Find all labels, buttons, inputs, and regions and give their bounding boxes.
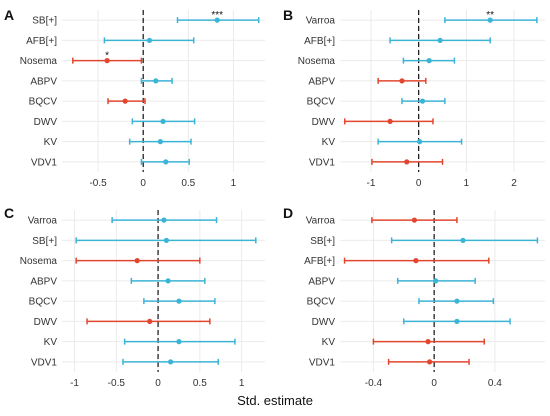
- panel-a: A SB[+] *** AFB[+] Nosema * ABPV BQCV DWV KV VDV1 -…: [4, 7, 265, 189]
- estimate-point: [147, 318, 153, 324]
- estimate-point: [399, 78, 405, 84]
- category-label: SB[+]: [32, 16, 57, 27]
- estimate-point: [437, 37, 443, 43]
- x-tick-label: 0.5: [193, 378, 207, 389]
- estimate-point: [163, 237, 170, 243]
- category-label: VDV1: [309, 157, 336, 168]
- estimate-point: [426, 359, 433, 365]
- x-tick-label: -1: [70, 378, 79, 389]
- estimate-point: [433, 278, 439, 284]
- panel-letter: B: [283, 7, 293, 23]
- x-axis-title: Std. estimate: [237, 393, 313, 408]
- estimate-point: [460, 237, 466, 243]
- estimate-point: [387, 118, 393, 124]
- category-label: DWV: [312, 317, 336, 328]
- x-tick-label: 1: [464, 178, 470, 189]
- significance-label: **: [486, 10, 494, 21]
- category-label: DWV: [34, 317, 58, 328]
- estimate-point: [160, 118, 166, 124]
- category-label: VDV1: [31, 357, 58, 368]
- category-label: SB[+]: [310, 236, 335, 247]
- panel-c: C Varroa SB[+] Nosema ABPV BQCV DWV KV VDV1 -1 -0.…: [4, 205, 265, 389]
- category-label: VDV1: [309, 357, 336, 368]
- panel-letter: A: [4, 7, 14, 23]
- estimate-point: [413, 258, 419, 264]
- category-label: Nosema: [20, 256, 58, 267]
- category-label: BQCV: [307, 297, 336, 308]
- significance-label: ***: [211, 10, 223, 21]
- estimate-point: [426, 58, 432, 64]
- estimate-point: [176, 298, 182, 304]
- category-label: Varroa: [28, 216, 58, 227]
- significance-label: *: [105, 51, 109, 62]
- category-label: DWV: [312, 117, 336, 128]
- category-label: DWV: [34, 117, 58, 128]
- category-label: ABPV: [30, 276, 57, 287]
- x-tick-label: -0.5: [108, 378, 126, 389]
- category-label: KV: [44, 337, 58, 348]
- category-label: KV: [322, 337, 336, 348]
- x-tick-label: 0: [431, 378, 437, 389]
- category-label: SB[+]: [32, 236, 57, 247]
- x-tick-label: 1: [231, 178, 237, 189]
- category-label: AFB[+]: [26, 36, 57, 47]
- estimate-point: [176, 339, 182, 345]
- category-label: KV: [322, 137, 336, 148]
- x-tick-label: -1: [367, 178, 376, 189]
- category-label: BQCV: [29, 97, 58, 108]
- panel-b: B Varroa ** AFB[+] Nosema ABPV BQCV DWV KV VDV1 -1…: [283, 7, 545, 189]
- estimate-point: [165, 278, 171, 284]
- x-tick-label: 2: [511, 178, 517, 189]
- estimate-point: [163, 159, 169, 165]
- panel-letter: C: [4, 205, 14, 221]
- x-tick-label: 0: [155, 378, 161, 389]
- category-label: Varroa: [306, 16, 336, 27]
- x-tick-label: 1: [239, 378, 245, 389]
- category-label: KV: [44, 137, 58, 148]
- category-label: ABPV: [308, 276, 335, 287]
- category-label: AFB[+]: [304, 36, 335, 47]
- x-tick-label: -0.4: [365, 378, 383, 389]
- x-tick-label: 0.5: [181, 178, 195, 189]
- estimate-point: [104, 58, 110, 64]
- estimate-point: [146, 37, 153, 43]
- estimate-point: [214, 17, 220, 23]
- x-tick-label: 0.4: [488, 378, 502, 389]
- category-label: BQCV: [307, 97, 336, 108]
- estimate-point: [168, 359, 174, 365]
- estimate-point: [487, 17, 493, 23]
- estimate-point: [157, 139, 163, 145]
- estimate-point: [404, 159, 410, 165]
- category-label: VDV1: [31, 157, 58, 168]
- category-label: Nosema: [298, 56, 336, 67]
- estimate-point: [411, 217, 418, 223]
- category-label: ABPV: [308, 76, 335, 87]
- x-tick-label: 0: [416, 178, 422, 189]
- category-label: BQCV: [29, 297, 58, 308]
- panel-d: D Varroa SB[+] AFB[+] ABPV BQCV DWV KV VDV1 -0.4 0…: [283, 205, 545, 389]
- category-label: ABPV: [30, 76, 57, 87]
- estimate-point: [454, 318, 460, 324]
- estimate-point: [417, 139, 423, 145]
- category-label: AFB[+]: [304, 256, 335, 267]
- category-label: Nosema: [20, 56, 58, 67]
- estimate-point: [153, 78, 159, 84]
- x-tick-label: -0.5: [89, 178, 107, 189]
- estimate-point: [134, 258, 140, 264]
- panel-letter: D: [283, 205, 293, 221]
- estimate-point: [161, 217, 167, 223]
- estimate-point: [454, 298, 460, 304]
- x-tick-label: 0: [140, 178, 146, 189]
- estimate-point: [425, 339, 431, 345]
- estimate-point: [122, 98, 128, 104]
- estimate-point: [419, 98, 426, 104]
- category-label: Varroa: [306, 216, 336, 227]
